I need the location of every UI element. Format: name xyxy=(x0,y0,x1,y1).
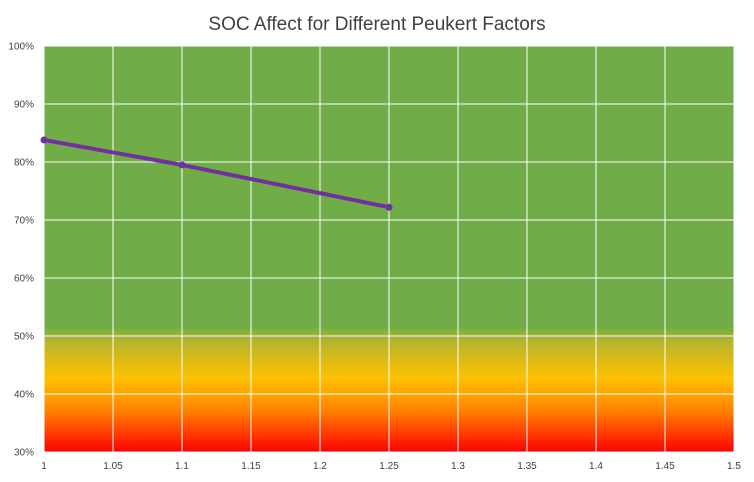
y-tick-label: 90% xyxy=(14,100,34,111)
x-tick-label: 1.5 xyxy=(727,461,741,472)
x-tick-label: 1.25 xyxy=(379,461,399,472)
x-tick-label: 1.45 xyxy=(655,461,675,472)
y-tick-label: 40% xyxy=(14,390,34,401)
series-group xyxy=(40,136,393,211)
data-point xyxy=(40,136,48,144)
x-axis-ticks: 1 1.05 1.1 1.15 1.2 1.25 1.3 1.35 1.4 1.45 1.5 xyxy=(41,461,741,472)
y-axis-ticks: 30% 40% 50% 60% 70% 80% 90% 100% xyxy=(8,42,34,459)
y-tick-label: 70% xyxy=(14,216,34,227)
y-tick-label: 100% xyxy=(8,42,34,53)
x-tick-label: 1.15 xyxy=(241,461,261,472)
y-tick-label: 50% xyxy=(14,332,34,343)
x-tick-label: 1.05 xyxy=(103,461,123,472)
gridlines xyxy=(43,45,735,453)
x-tick-label: 1 xyxy=(41,461,47,472)
x-tick-label: 1.2 xyxy=(313,461,327,472)
x-tick-label: 1.3 xyxy=(451,461,465,472)
x-tick-label: 1.1 xyxy=(175,461,189,472)
y-tick-label: 80% xyxy=(14,158,34,169)
x-tick-label: 1.35 xyxy=(517,461,537,472)
y-tick-label: 60% xyxy=(14,274,34,285)
chart-title: SOC Affect for Different Peukert Factors xyxy=(208,14,546,35)
y-tick-label: 30% xyxy=(14,448,34,459)
data-point xyxy=(385,203,393,211)
x-tick-label: 1.4 xyxy=(589,461,603,472)
data-point xyxy=(178,161,186,169)
